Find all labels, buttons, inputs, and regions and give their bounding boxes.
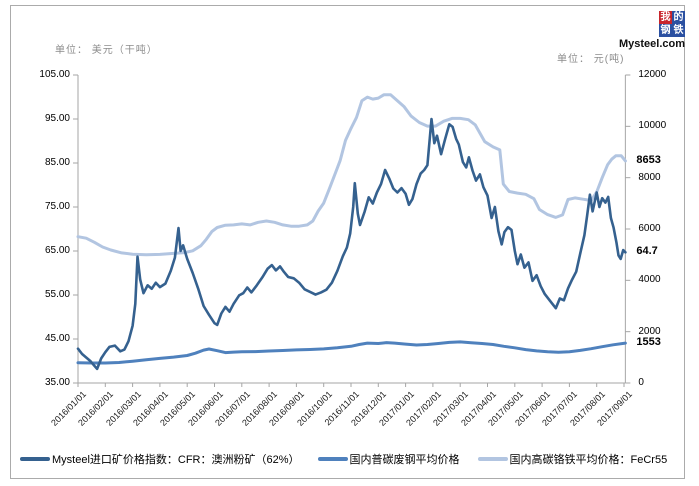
logo-char: 钢	[659, 24, 672, 37]
y-right-tick-label: 10000	[638, 120, 667, 132]
legend-entry: 国内普碳废钢平均价格	[317, 451, 460, 467]
logo-char: 铁	[672, 24, 685, 37]
y-left-tick-label: 65.00	[44, 245, 70, 256]
legend-label: Mysteel进口矿价格指数：CFR：澳洲粉矿（62%）	[52, 454, 300, 466]
y-right-tick-label: 4000	[638, 274, 661, 286]
logo-char: 的	[672, 11, 685, 24]
series-line-ferrochrome	[76, 93, 627, 257]
mysteel-logo-icon: 我 的 钢 铁	[659, 11, 685, 37]
y-right-tick-label: 6000	[638, 223, 661, 234]
legend-line-swatch-icon	[317, 457, 348, 461]
y-left-tick-label: 55.00	[44, 289, 70, 300]
y-right-tick-label: 12000	[638, 69, 667, 80]
legend-entry: Mysteel进口矿价格指数：CFR：澳洲粉矿（62%）	[20, 451, 300, 467]
y-right-tick-label: 2000	[638, 325, 661, 337]
y-left-tick-label: 95.00	[44, 113, 70, 124]
mysteel-domain: Mysteel.com	[618, 38, 685, 50]
y-left-tick-label: 75.00	[44, 201, 70, 212]
unit-label-right: 单位： 元(吨)	[557, 54, 625, 65]
y-right-tick-label: 8000	[638, 171, 661, 183]
y-left-tick-label: 105.00	[39, 69, 70, 80]
mysteel-logo: 我 的 钢 铁 Mysteel.com	[619, 7, 685, 50]
y-left-tick-label: 45.00	[44, 333, 70, 344]
legend-label: 国内普碳废钢平均价格	[349, 454, 460, 466]
legend-line-swatch-icon	[477, 457, 508, 461]
y-left-tick-label: 35.00	[44, 377, 70, 388]
logo-char: 我	[659, 11, 672, 24]
unit-label-left: 单位： 美元（干吨）	[55, 45, 158, 56]
legend: Mysteel进口矿价格指数：CFR：澳洲粉矿（62%） 国内普碳废钢平均价格 国内…	[20, 451, 680, 467]
end-value-label: 64.7	[636, 245, 658, 258]
legend-label: 国内高碳铬铁平均价格：FeCr55	[509, 454, 668, 466]
y-right-tick-label: 0	[638, 377, 644, 388]
series-line-scrap-steel	[76, 340, 627, 365]
end-value-label: 8653	[636, 153, 661, 166]
legend-line-swatch-icon	[20, 457, 50, 461]
legend-entry: 国内高碳铬铁平均价格：FeCr55	[477, 451, 668, 467]
series-line-iron-ore	[76, 117, 627, 371]
y-left-tick-label: 85.00	[44, 157, 70, 168]
end-value-label: 1553	[636, 336, 661, 349]
